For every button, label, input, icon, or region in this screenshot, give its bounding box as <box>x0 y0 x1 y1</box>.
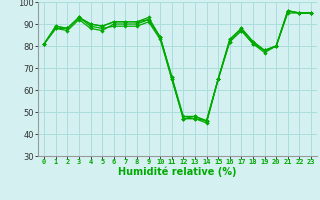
X-axis label: Humidité relative (%): Humidité relative (%) <box>118 166 237 177</box>
